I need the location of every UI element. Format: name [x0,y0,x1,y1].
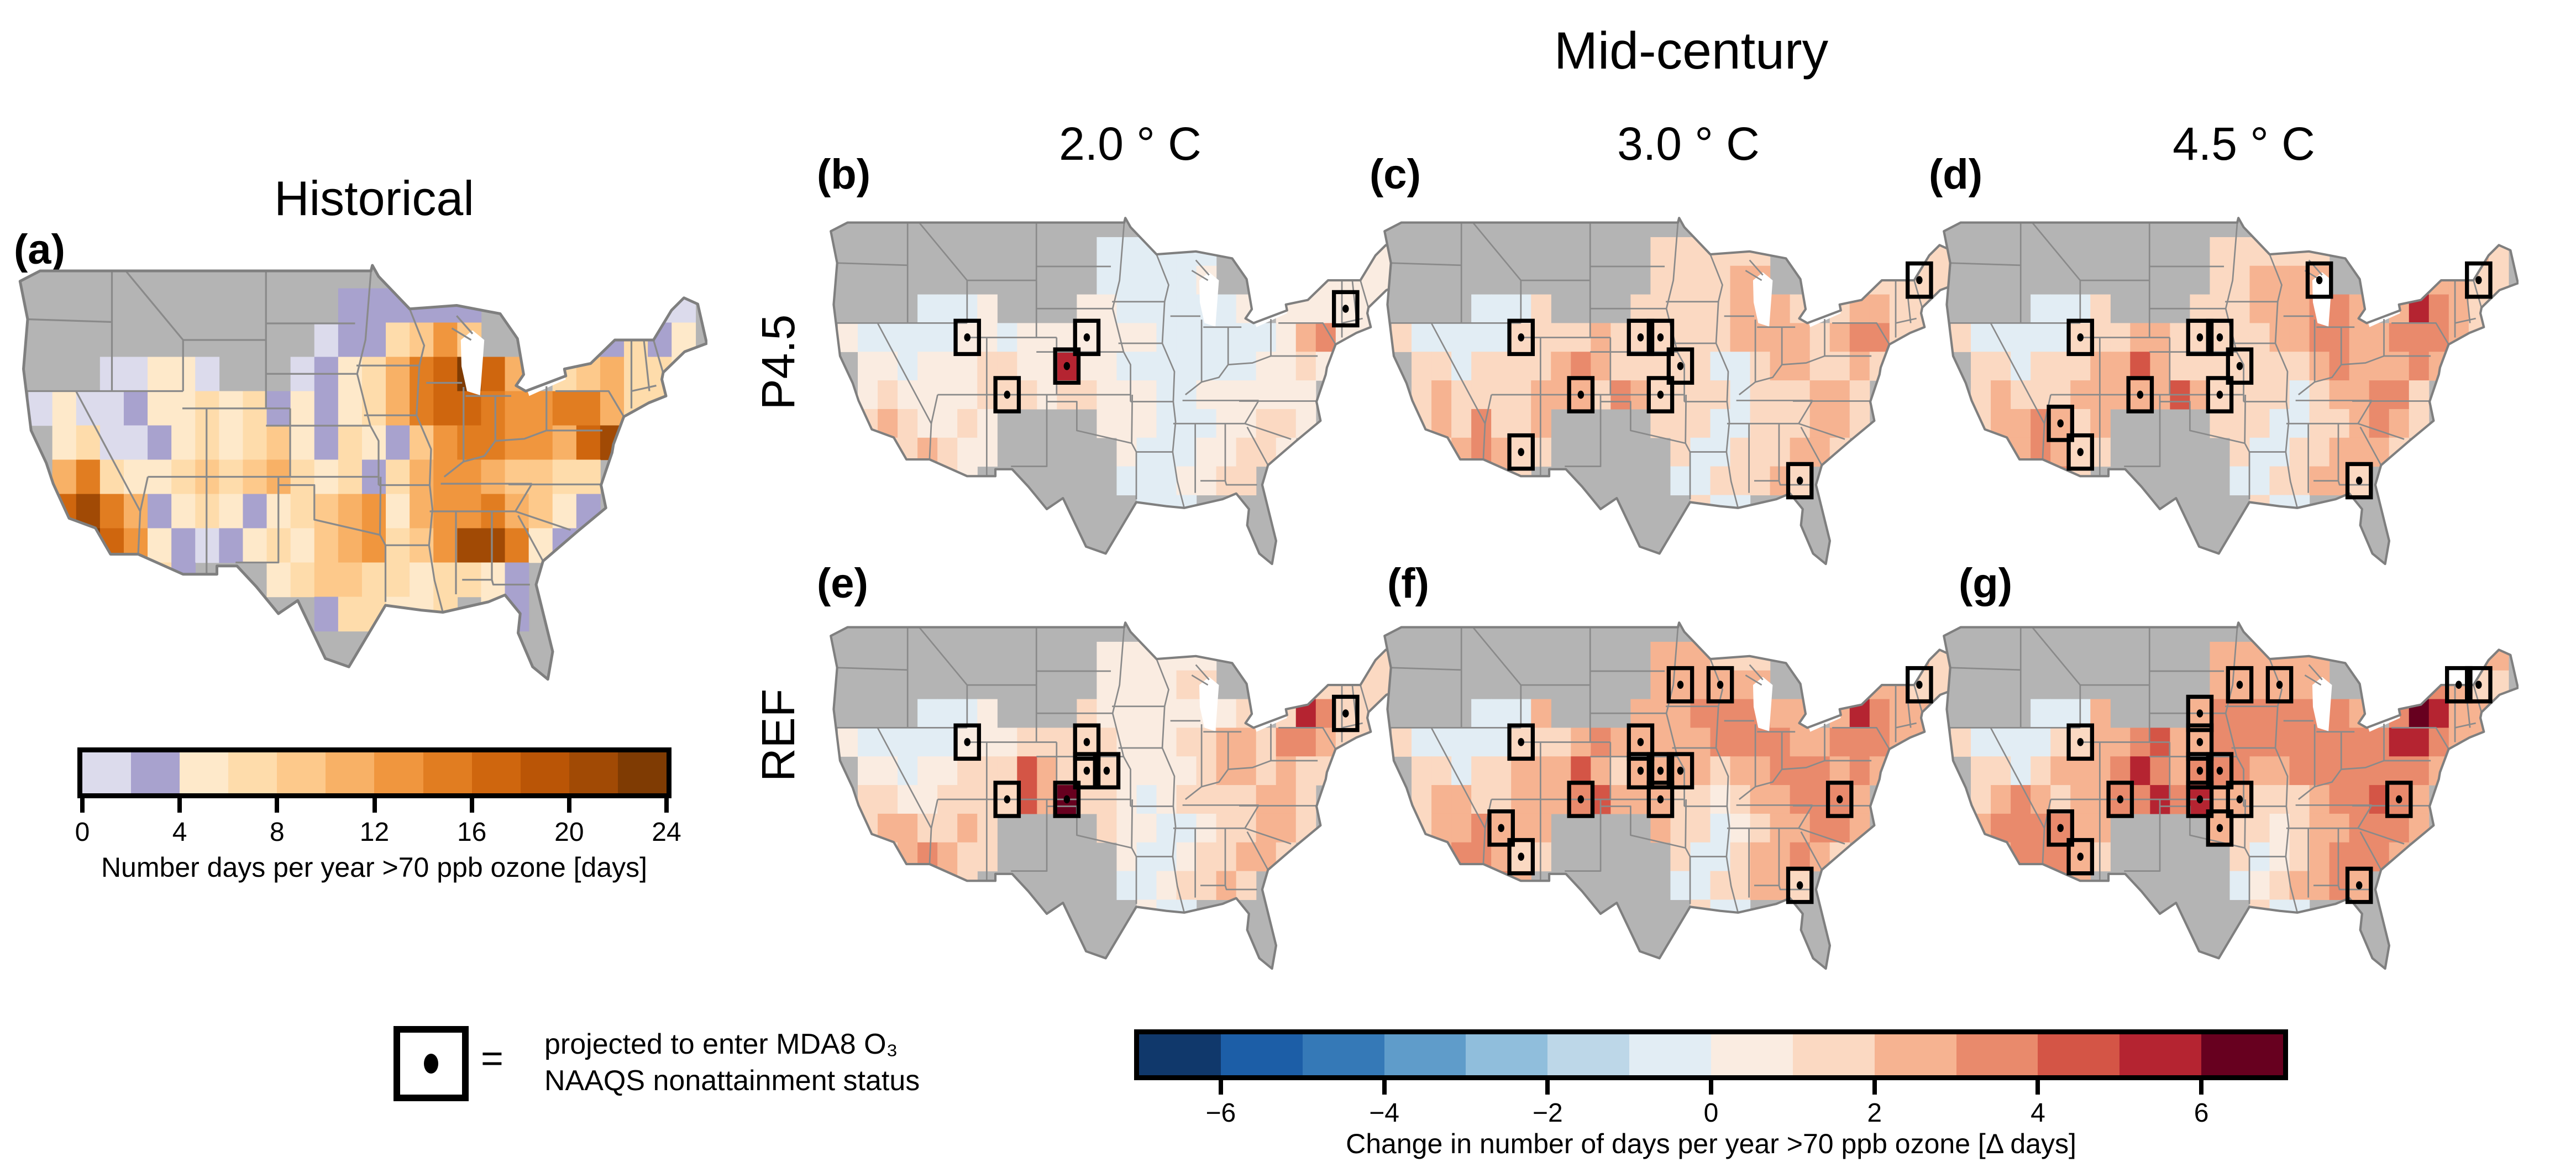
colorbar-tick [2035,1080,2040,1095]
colorbar-segment [1547,1034,1630,1075]
panel-letter-e: (e) [817,560,868,607]
historical-title: Historical [274,171,474,226]
colorbar-segment [617,752,667,793]
panel-letter-d: (d) [1929,151,1983,198]
colorbar-segment [569,752,618,793]
colorbar-tick [1872,1080,1877,1095]
map-panel-e [830,621,1405,970]
colorbar-segment [1792,1034,1875,1075]
colorbar-tick [664,798,669,813]
nonattainment-marker-symbol [394,1026,469,1101]
colorbar-segment [2201,1034,2284,1075]
column-header-45c: 4.5 ° C [2173,118,2315,170]
colorbar-segment [131,752,180,793]
colorbar-tick-label: −4 [1369,1098,1399,1128]
colorbar-tick [1545,1080,1550,1095]
row-label-p45: P4.5 [752,314,804,410]
change-colorbar-tick-labels: −6 −4 −2 0 2 4 6 [1139,1098,2283,1128]
colorbar-tick-label: 0 [1703,1098,1719,1128]
colorbar-segment [326,752,375,793]
change-colorbar-ticks [1139,1080,2283,1096]
historical-colorbar-label: Number days per year >70 ppb ozone [days… [101,852,648,883]
figure-title: Mid-century [1554,22,1829,80]
colorbar-segment [471,752,521,793]
colorbar-tick [177,798,182,813]
colorbar-segment [1629,1034,1712,1075]
colorbar-tick-label: 4 [2031,1098,2045,1128]
colorbar-tick [566,798,571,813]
colorbar-tick-label: −2 [1532,1098,1563,1128]
colorbar-segment [180,752,229,793]
map-panel-d [1943,217,2519,566]
colorbar-tick [1218,1080,1223,1095]
colorbar-segment [1956,1034,2038,1075]
colorbar-tick-label: −6 [1205,1098,1236,1128]
colorbar-segment [1220,1034,1303,1075]
row-label-ref: REF [752,689,804,782]
colorbar-tick [80,798,85,813]
colorbar-segment [1466,1034,1548,1075]
panel-letter-f: (f) [1387,560,1429,607]
panel-letter-a: (a) [14,226,65,273]
colorbar-segment [2119,1034,2202,1075]
colorbar-tick [1382,1080,1387,1095]
colorbar-tick-label: 0 [75,818,90,847]
map-panel-f [1383,621,1959,970]
colorbar-tick-label: 20 [554,818,584,847]
colorbar-tick-label: 24 [652,818,681,847]
map-panel-historical [18,264,707,681]
panel-letter-g: (g) [1959,560,2013,607]
change-colorbar [1134,1029,2288,1080]
colorbar-segment [2038,1034,2120,1075]
colorbar-segment [1711,1034,1793,1075]
legend-text-line1: projected to enter MDA8 O₃ [544,1028,898,1060]
colorbar-tick-label: 2 [1867,1098,1882,1128]
historical-colorbar [77,747,671,798]
colorbar-segment [1384,1034,1466,1075]
historical-colorbar-ticks [80,798,669,814]
colorbar-segment [1302,1034,1384,1075]
colorbar-tick-label: 16 [457,818,487,847]
colorbar-tick [469,798,474,813]
historical-colorbar-tick-labels: 0 4 8 12 16 20 24 [75,817,681,847]
legend-equals: = [481,1037,503,1080]
colorbar-segment [520,752,569,793]
map-panel-g [1943,621,2519,970]
panel-letter-b: (b) [817,151,871,198]
colorbar-segment [82,752,132,793]
colorbar-tick-label: 4 [172,818,187,847]
map-panel-c [1383,217,1959,566]
colorbar-tick [1709,1080,1713,1095]
colorbar-tick-label: 6 [2194,1098,2209,1128]
colorbar-tick [2199,1080,2204,1095]
colorbar-segment [228,752,277,793]
colorbar-segment [374,752,423,793]
legend-text: projected to enter MDA8 O₃ NAAQS nonatta… [544,1026,920,1099]
colorbar-tick [275,798,280,813]
colorbar-segment [1874,1034,1956,1075]
legend-text-line2: NAAQS nonattainment status [544,1065,920,1097]
column-header-2c: 2.0 ° C [1059,118,1202,170]
map-panel-b [830,217,1405,566]
colorbar-segment [1139,1034,1221,1075]
colorbar-tick-label: 8 [269,818,285,847]
colorbar-segment [277,752,326,793]
change-colorbar-label: Change in number of days per year >70 pp… [1346,1128,2076,1159]
column-header-3c: 3.0 ° C [1617,118,1760,170]
marker-dot-icon [424,1054,438,1074]
colorbar-segment [423,752,472,793]
colorbar-tick [372,798,377,813]
panel-letter-c: (c) [1370,151,1421,198]
colorbar-tick-label: 12 [359,818,390,847]
